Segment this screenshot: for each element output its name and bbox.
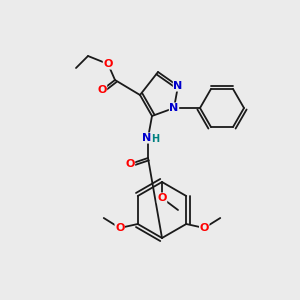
Text: N: N [142,133,152,143]
Text: O: O [115,223,124,233]
Text: O: O [103,59,113,69]
Text: N: N [173,81,183,91]
Text: O: O [157,193,167,203]
Text: O: O [125,159,135,169]
Text: O: O [97,85,107,95]
Text: O: O [200,223,209,233]
Text: N: N [169,103,178,113]
Text: H: H [151,134,159,144]
